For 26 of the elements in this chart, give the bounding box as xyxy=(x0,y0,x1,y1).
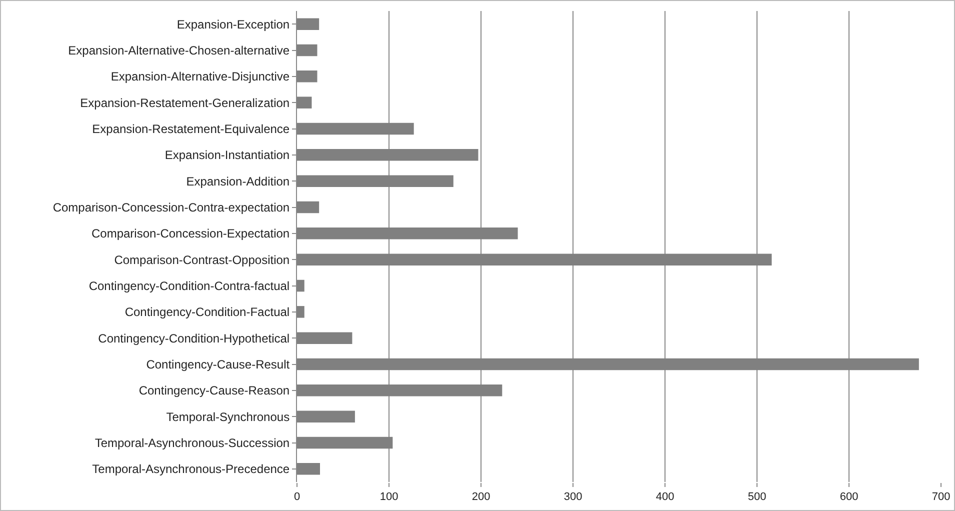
y-tick-label: Contingency-Condition-Hypothetical xyxy=(98,331,290,346)
y-tick-label: Comparison-Contrast-Opposition xyxy=(114,252,290,267)
x-tick-label: 100 xyxy=(380,491,398,504)
y-tick-label: Contingency-Cause-Result xyxy=(146,357,290,372)
y-tick-label: Temporal-Synchronous xyxy=(166,410,290,424)
x-tick-label: 700 xyxy=(932,491,950,504)
y-tick-label: Comparison-Concession-Contra-expectation xyxy=(52,200,290,214)
y-tick-label: Contingency-Condition-Factual xyxy=(124,305,290,320)
x-tick-label: 500 xyxy=(748,491,766,504)
y-tick-label: Temporal-Asynchronous-Precedence xyxy=(92,462,290,476)
y-tick-label: Comparison-Concession-Expectation xyxy=(92,226,290,241)
y-tick-label: Temporal-Asynchronous-Succession xyxy=(94,436,290,450)
x-tick-label: 0 xyxy=(294,491,300,504)
y-tick-label: Expansion-Restatement-Generalization xyxy=(80,96,290,110)
x-tick-label: 200 xyxy=(472,491,490,504)
y-tick-label: Expansion-Exception xyxy=(176,17,290,32)
y-tick-label: Expansion-Addition xyxy=(186,174,290,188)
y-tick-label: Expansion-Alternative-Disjunctive xyxy=(110,70,290,84)
x-tick-label: 300 xyxy=(564,491,582,504)
y-tick-label: Expansion-Restatement-Equivalence xyxy=(92,122,290,136)
y-tick-label: Expansion-Instantiation xyxy=(164,148,290,162)
y-tick-label: Expansion-Alternative-Chosen-alternative xyxy=(68,43,290,58)
y-tick-label: Contingency-Condition-Contra-factual xyxy=(88,278,290,293)
x-tick-label: 400 xyxy=(656,491,674,504)
x-tick-label: 600 xyxy=(840,491,858,504)
y-tick-label: Contingency-Cause-Reason xyxy=(138,384,290,398)
